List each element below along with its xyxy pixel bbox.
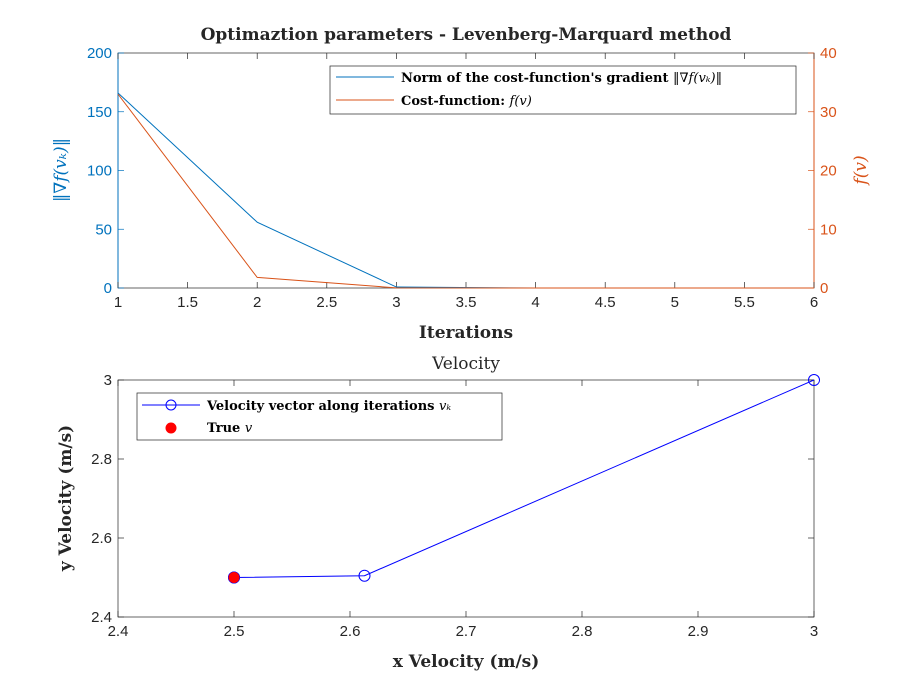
bottom-legend-velocity-math: vₖ bbox=[439, 399, 451, 414]
bottom-legend-true-math: v bbox=[245, 421, 253, 436]
velocity-path-line bbox=[233, 379, 815, 578]
top-legend-cost-text: Cost-function: bbox=[401, 94, 505, 109]
top-left-y-tick-label: 200 bbox=[87, 45, 112, 62]
top-legend: Norm of the cost-function's gradient ‖∇f… bbox=[329, 65, 797, 115]
top-legend-cost-label: Cost-function: f(v) bbox=[401, 94, 532, 109]
bottom-legend-box bbox=[136, 392, 503, 441]
top-series-group bbox=[117, 92, 814, 289]
bottom-x-tick-label: 2.5 bbox=[224, 623, 245, 640]
top-legend-box bbox=[329, 65, 797, 115]
top-right-y-ticks: 0 10 20 30 40 bbox=[808, 45, 837, 297]
cost-function-line bbox=[117, 93, 814, 289]
top-right-y-tick-label: 30 bbox=[820, 104, 837, 121]
bottom-chart-title: Velocity bbox=[431, 354, 500, 374]
top-left-y-tick-label: 50 bbox=[95, 221, 112, 238]
top-x-ticks: 1 1.5 2 2.5 3 3.5 4 4.5 5 5.5 6 bbox=[114, 53, 818, 311]
bottom-legend-true-text: True bbox=[207, 421, 240, 436]
bottom-legend-true-swatch bbox=[165, 422, 177, 434]
optimization-chart: Optimaztion parameters - Levenberg-Marqu… bbox=[51, 25, 871, 343]
top-x-tick-label: 1.5 bbox=[177, 294, 198, 311]
top-right-y-tick-label: 0 bbox=[820, 280, 828, 297]
top-left-y-tick-label: 100 bbox=[87, 163, 112, 180]
top-legend-cost-math: f(v) bbox=[509, 94, 532, 109]
top-legend-gradient-text: Norm of the cost-function's gradient bbox=[401, 71, 668, 86]
velocity-point bbox=[808, 374, 820, 386]
top-x-tick-label: 2.5 bbox=[316, 294, 337, 311]
top-left-y-axis-label: ‖∇f(vₖ)‖ bbox=[51, 138, 71, 202]
bottom-legend-true-label: True v bbox=[207, 421, 253, 436]
true-velocity-point bbox=[228, 572, 240, 583]
bottom-y-tick-label: 2.8 bbox=[91, 451, 112, 468]
bottom-x-tick-label: 2.4 bbox=[108, 623, 129, 640]
bottom-y-tick-label: 2.6 bbox=[91, 530, 112, 547]
bottom-y-tick-label: 3 bbox=[104, 372, 112, 389]
velocity-point bbox=[358, 569, 371, 582]
top-x-tick-label: 6 bbox=[810, 294, 818, 311]
bottom-x-ticks: 2.4 2.5 2.6 2.7 2.8 2.9 3 bbox=[108, 380, 818, 640]
top-left-y-ticks: 0 50 100 150 200 bbox=[87, 45, 124, 297]
bottom-x-tick-label: 2.6 bbox=[340, 623, 361, 640]
top-x-axis-label: Iterations bbox=[419, 323, 513, 343]
top-legend-gradient-label: Norm of the cost-function's gradient ‖∇f… bbox=[401, 71, 722, 86]
top-x-tick-label: 4.5 bbox=[595, 294, 616, 311]
top-x-tick-label: 3 bbox=[392, 294, 400, 311]
bottom-y-axis-label: y Velocity (m/s) bbox=[56, 425, 76, 572]
top-left-y-tick-label: 0 bbox=[104, 280, 112, 297]
bottom-x-tick-label: 3 bbox=[810, 623, 818, 640]
top-x-tick-label: 5.5 bbox=[734, 294, 755, 311]
top-right-y-tick-label: 40 bbox=[820, 45, 837, 62]
top-chart-title: Optimaztion parameters - Levenberg-Marqu… bbox=[201, 25, 732, 45]
top-right-y-tick-label: 20 bbox=[820, 163, 837, 180]
top-right-y-axis-label: f(v) bbox=[851, 155, 871, 186]
top-x-tick-label: 5 bbox=[671, 294, 679, 311]
bottom-legend-velocity-swatch-marker bbox=[165, 399, 177, 411]
bottom-y-tick-label: 2.4 bbox=[91, 609, 112, 626]
bottom-series-group bbox=[228, 374, 820, 584]
bottom-x-tick-label: 2.8 bbox=[572, 623, 593, 640]
top-left-y-tick-label: 150 bbox=[87, 104, 112, 121]
top-legend-gradient-math: ‖∇f(vₖ)‖ bbox=[673, 71, 722, 86]
top-x-tick-label: 3.5 bbox=[456, 294, 477, 311]
top-right-y-tick-label: 10 bbox=[820, 221, 837, 238]
top-x-tick-label: 2 bbox=[253, 294, 261, 311]
top-x-tick-label: 4 bbox=[531, 294, 539, 311]
bottom-x-axis-label: x Velocity (m/s) bbox=[393, 652, 540, 672]
bottom-y-ticks: 2.4 2.6 2.8 3 bbox=[91, 372, 814, 626]
bottom-x-tick-label: 2.9 bbox=[688, 623, 709, 640]
bottom-legend-velocity-label: Velocity vector along iterations vₖ bbox=[206, 399, 451, 414]
bottom-legend-velocity-text: Velocity vector along iterations bbox=[206, 399, 434, 414]
bottom-x-tick-label: 2.7 bbox=[456, 623, 477, 640]
velocity-chart: Velocity 2.4 2.5 2.6 2.7 2.8 2.9 3 2.42.62.83 … bbox=[56, 354, 820, 672]
top-x-tick-label: 1 bbox=[114, 294, 122, 311]
bottom-legend: Velocity vector along iterations vₖ True… bbox=[136, 392, 503, 441]
